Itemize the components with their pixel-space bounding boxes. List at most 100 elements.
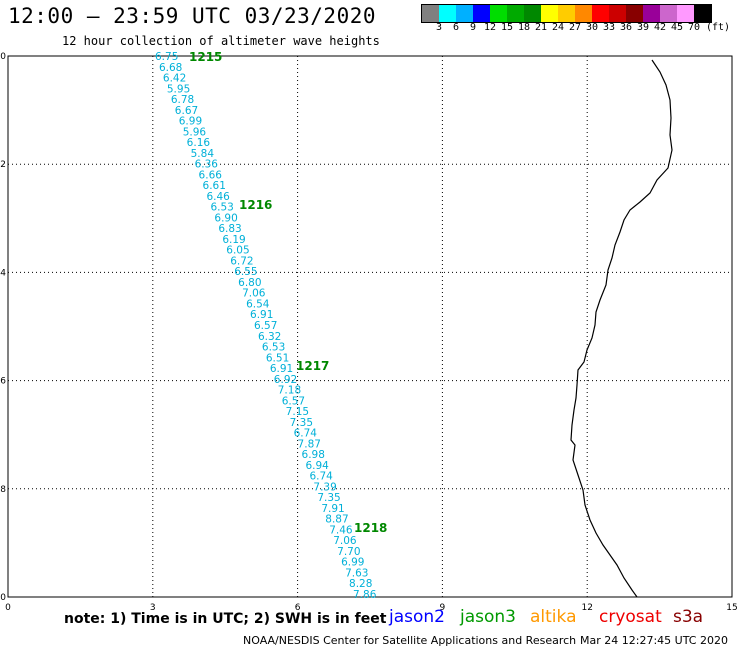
wave-height-label: 8.28	[349, 578, 372, 590]
legend-swatch	[490, 5, 507, 22]
wave-height-label: 6.99	[179, 116, 202, 128]
time-marker-label: 1216	[239, 198, 272, 212]
legend-label: 45	[670, 22, 684, 33]
wave-height-label: 7.35	[290, 417, 313, 429]
legend-swatch	[677, 5, 694, 22]
legend-label: 6	[452, 22, 460, 33]
legend-s3a: s3a	[673, 607, 704, 627]
page-title: 12:00 – 23:59 UTC 03/23/2020	[8, 4, 377, 28]
legend-label: 39	[636, 22, 650, 33]
legend-label: 9	[469, 22, 477, 33]
wave-height-label: 7.39	[313, 481, 336, 493]
wave-height-label: 6.53	[262, 342, 285, 354]
wave-height-label: 7.15	[286, 406, 309, 418]
wave-height-label: 6.92	[274, 374, 297, 386]
x-tick-label: 9	[440, 603, 446, 613]
wave-height-label: 7.46	[329, 524, 353, 536]
credit-line: NOAA/NESDIS Center for Satellite Applica…	[243, 634, 577, 647]
y-tick-label: -12	[0, 160, 6, 170]
legend-label: 3	[435, 22, 443, 33]
wave-height-label: 6.05	[226, 245, 249, 257]
y-tick-label: -16	[0, 377, 6, 387]
x-tick-label: 15	[726, 603, 737, 613]
wave-height-label: 7.06	[333, 535, 357, 547]
legend-jason2: jason2	[389, 607, 445, 627]
wave-height-label: 6.91	[250, 309, 273, 321]
y-tick-label: -18	[0, 485, 6, 495]
map-frame	[7, 55, 733, 598]
legend-swatch	[473, 5, 490, 22]
x-tick-label: 3	[150, 603, 156, 613]
wave-height-label: 6.91	[270, 363, 293, 375]
legend-swatch	[524, 5, 541, 22]
wave-height-label: 6.75	[155, 51, 178, 63]
legend-swatch	[609, 5, 626, 22]
wave-height-label: 6.66	[199, 169, 223, 181]
y-tick-label: -20	[0, 593, 6, 603]
legend-swatch	[439, 5, 456, 22]
wave-height-label: 6.16	[187, 137, 211, 149]
wave-height-label: 6.32	[258, 331, 281, 343]
wave-height-label: 6.68	[159, 62, 182, 74]
legend-label: 18	[517, 22, 531, 33]
wave-height-label: 6.78	[171, 94, 194, 106]
wave-height-label: 7.06	[242, 288, 266, 300]
wave-height-label: 6.83	[218, 223, 241, 235]
wave-height-label: 7.86	[353, 589, 377, 601]
legend-label: 12	[483, 22, 497, 33]
x-tick-label: 6	[295, 603, 301, 613]
footnote: note: 1) Time is in UTC; 2) SWH is in fe…	[64, 611, 387, 627]
wave-height-label: 6.72	[230, 255, 253, 267]
wave-height-label: 8.87	[325, 514, 348, 526]
wave-height-label: 6.57	[254, 320, 277, 332]
y-tick-label: -14	[0, 268, 6, 278]
wave-height-label: 6.61	[203, 180, 226, 192]
legend-label: 70	[687, 22, 701, 33]
legend-swatch	[507, 5, 524, 22]
credit-date: Mar 24 12:27:45 UTC 2020	[580, 634, 728, 647]
wave-height-label: 6.80	[238, 277, 261, 289]
legend-swatch	[643, 5, 660, 22]
legend-label: 30	[585, 22, 599, 33]
time-marker-label: 1218	[354, 521, 387, 535]
legend-label: 15	[500, 22, 514, 33]
legend-swatch	[422, 5, 439, 22]
time-marker-label: 1217	[296, 359, 329, 373]
legend-label: 24	[551, 22, 565, 33]
legend-label: 36	[619, 22, 633, 33]
wave-height-label: 5.96	[183, 126, 207, 138]
wave-height-label: 6.67	[175, 105, 198, 117]
wave-height-label: 7.70	[337, 546, 360, 558]
legend-swatch	[660, 5, 677, 22]
wave-height-label: 6.74	[309, 471, 333, 483]
wave-height-label: 6.99	[341, 557, 364, 569]
wave-height-label: 6.90	[214, 212, 237, 224]
wave-height-label: 6.19	[222, 234, 245, 246]
legend-cryosat: cryosat	[599, 607, 662, 627]
legend-unit: (ft)	[705, 22, 731, 33]
time-marker-label: 1215	[189, 50, 222, 64]
wave-height-label: 6.98	[302, 449, 325, 461]
legend-swatch	[592, 5, 609, 22]
wave-height-label: 7.63	[345, 567, 368, 579]
legend-jason3: jason3	[460, 607, 516, 627]
x-tick-label: 0	[5, 603, 11, 613]
wave-height-label: 7.87	[298, 438, 321, 450]
legend-altika: altika	[530, 607, 577, 627]
wave-height-label: 5.84	[191, 148, 215, 160]
wave-height-label: 6.51	[266, 352, 289, 364]
wave-height-label: 7.18	[278, 385, 301, 397]
wave-height-label: 6.54	[246, 298, 270, 310]
legend-swatch	[456, 5, 473, 22]
wave-height-label: 6.55	[234, 266, 257, 278]
wave-height-label: 6.46	[206, 191, 230, 203]
page-subtitle: 12 hour collection of altimeter wave hei…	[62, 34, 380, 48]
wave-height-label: 6.94	[305, 460, 329, 472]
wave-height-label: 6.57	[282, 395, 305, 407]
wave-height-label: 6.42	[163, 73, 186, 85]
legend-label: 21	[534, 22, 548, 33]
legend-swatch	[575, 5, 592, 22]
legend-label: 27	[568, 22, 582, 33]
legend-swatch	[626, 5, 643, 22]
